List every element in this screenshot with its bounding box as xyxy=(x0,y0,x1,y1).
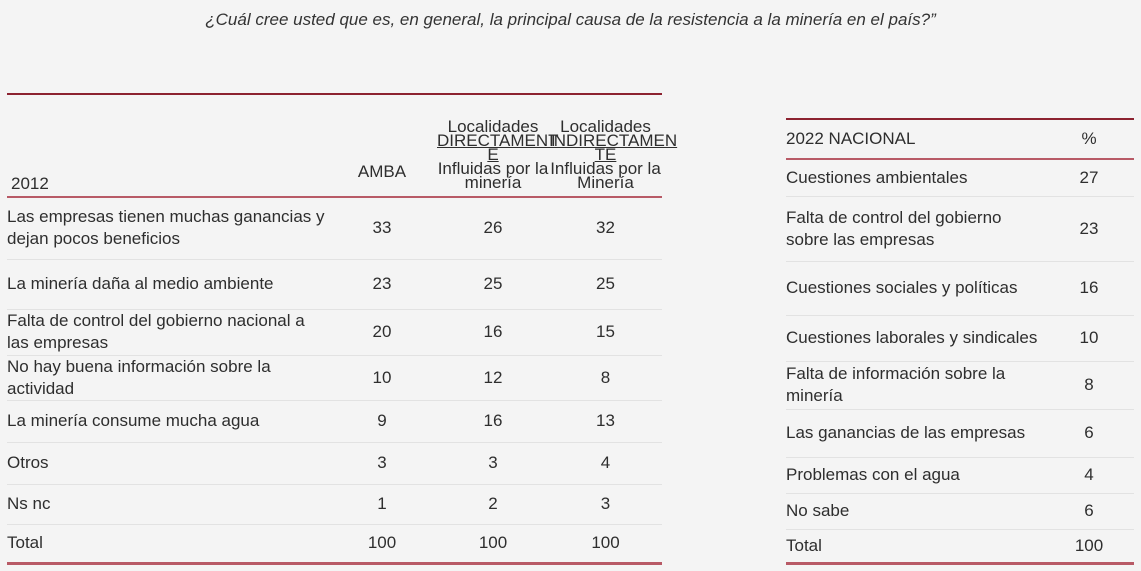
table-row-total: Total 100 100 100 xyxy=(7,524,662,562)
row-label: Problemas con el agua xyxy=(786,465,960,484)
table-2022-header: 2022 NACIONAL % xyxy=(786,119,1134,160)
cell-amba: 20 xyxy=(372,322,392,341)
cell-percent: 6 xyxy=(1084,501,1094,520)
cell-amba: 3 xyxy=(377,453,387,472)
table-row: La minería daña al medio ambiente 23 25 … xyxy=(7,259,662,309)
col-direct-line3: E xyxy=(487,145,499,164)
table-row: La minería consume mucha agua 9 16 13 xyxy=(7,400,662,442)
table-2012: 2012 AMBA Localidades DIRECTAMENT E Infl… xyxy=(7,93,678,563)
table-row: Falta de información sobre la minería 8 xyxy=(786,361,1134,409)
row-label: Las ganancias de las empresas xyxy=(786,423,1026,442)
table-row: Las ganancias de las empresas 6 xyxy=(786,409,1134,457)
col-direct-line4: Influidas por la xyxy=(437,159,549,178)
cell-direct: 16 xyxy=(483,322,503,341)
cell-indirect: 25 xyxy=(596,274,615,293)
col-header-amba: AMBA xyxy=(327,94,437,198)
row-label: Falta de información sobre la minería xyxy=(786,364,1006,405)
table-row: Problemas con el agua 4 xyxy=(786,457,1134,493)
cell-percent: 10 xyxy=(1079,328,1099,347)
cell-percent: 27 xyxy=(1079,167,1099,187)
cell-direct: 2 xyxy=(488,494,498,513)
row-label: Las empresas tienen muchas ganancias y d… xyxy=(7,207,325,249)
col-direct-line2: DIRECTAMENT xyxy=(437,131,559,150)
cell-amba: 9 xyxy=(377,411,387,430)
table-row-total: Total 100 xyxy=(786,529,1134,563)
table-2022-bottom-rule xyxy=(786,562,1134,565)
table-row: No hay buena información sobre la activi… xyxy=(7,355,662,400)
row-label: La minería daña al medio ambiente xyxy=(7,274,274,293)
table-2012-header: 2012 AMBA Localidades DIRECTAMENT E Infl… xyxy=(7,94,678,198)
table-2012-bottom-rule xyxy=(7,562,662,565)
col-indirect-line4: Influidas por la xyxy=(550,159,661,178)
row-label: La minería consume mucha agua xyxy=(7,411,260,430)
cell-indirect: 15 xyxy=(596,322,615,341)
table-row: Cuestiones laborales y sindicales 10 xyxy=(786,315,1134,361)
cell-percent: 16 xyxy=(1079,278,1099,297)
cell-percent: 23 xyxy=(1079,218,1099,238)
row-label: Falta de control del gobierno sobre las … xyxy=(786,207,1002,249)
year-label-2012: 2012 xyxy=(7,94,327,198)
row-label: Cuestiones laborales y sindicales xyxy=(786,328,1038,347)
cell-direct: 25 xyxy=(483,274,503,293)
cell-amba: 33 xyxy=(372,218,392,238)
col-header-percent: % xyxy=(1044,119,1134,160)
table-row: Ns nc 1 2 3 xyxy=(7,484,662,524)
table-row: Falta de control del gobierno sobre las … xyxy=(786,196,1134,261)
heading-2022-nacional: 2022 NACIONAL xyxy=(786,119,1044,160)
table-2022-nacional: 2022 NACIONAL % Cuestiones ambientales 2… xyxy=(786,118,1134,564)
cell-amba: 23 xyxy=(372,274,392,293)
cell-indirect: 3 xyxy=(600,494,611,513)
cell-indirect: 4 xyxy=(600,453,611,472)
cell-percent: 8 xyxy=(1084,375,1094,394)
cell-direct: 12 xyxy=(483,367,503,387)
cell-amba: 1 xyxy=(377,494,387,513)
cell-percent: 6 xyxy=(1084,423,1094,442)
cell-indirect: 32 xyxy=(596,218,615,238)
cell-amba: 100 xyxy=(367,533,397,552)
col-header-direct: Localidades DIRECTAMENT E Influidas por … xyxy=(437,94,559,198)
survey-question-title: ¿Cuál cree usted que es, en general, la … xyxy=(205,10,936,29)
row-label: Cuestiones sociales y políticas xyxy=(786,278,1018,297)
table-row: Cuestiones sociales y políticas 16 xyxy=(786,261,1134,315)
table-row: Las empresas tienen muchas ganancias y d… xyxy=(7,197,662,259)
row-label: Otros xyxy=(7,453,49,472)
cell-percent: 4 xyxy=(1084,465,1094,484)
cell-percent: 100 xyxy=(1074,536,1104,555)
cell-direct: 16 xyxy=(483,411,503,430)
cell-direct: 3 xyxy=(488,453,498,472)
col-indirect-line5: Minería xyxy=(577,173,634,192)
table-row: Cuestiones ambientales 27 xyxy=(786,159,1134,196)
table-row: Otros 3 3 4 xyxy=(7,442,662,484)
row-label: Falta de control del gobierno nacional a… xyxy=(7,311,305,352)
col-indirect-line1: Localidades xyxy=(560,117,651,136)
table-row: Falta de control del gobierno nacional a… xyxy=(7,309,662,355)
col-indirect-line3: TE xyxy=(594,145,617,164)
col-direct-line5: minería xyxy=(464,173,522,192)
col-header-indirect: Localidades INDIRECTAMEN TE Influidas po… xyxy=(549,94,678,198)
cell-direct: 26 xyxy=(483,218,503,238)
row-label: Total xyxy=(786,536,822,555)
cell-amba: 10 xyxy=(372,367,392,387)
row-label: Total xyxy=(7,533,43,552)
col-indirect-line2: INDIRECTAMEN xyxy=(549,131,678,150)
row-label: No sabe xyxy=(786,501,850,520)
row-label: Ns nc xyxy=(7,494,51,513)
row-label: Cuestiones ambientales xyxy=(786,167,968,187)
table-row: No sabe 6 xyxy=(786,493,1134,529)
cell-direct: 100 xyxy=(478,533,508,552)
cell-indirect: 8 xyxy=(600,367,611,387)
cell-indirect: 100 xyxy=(591,533,620,552)
row-label: No hay buena información sobre la activi… xyxy=(7,356,271,398)
col-direct-line1: Localidades xyxy=(447,117,539,136)
cell-indirect: 13 xyxy=(596,411,615,430)
